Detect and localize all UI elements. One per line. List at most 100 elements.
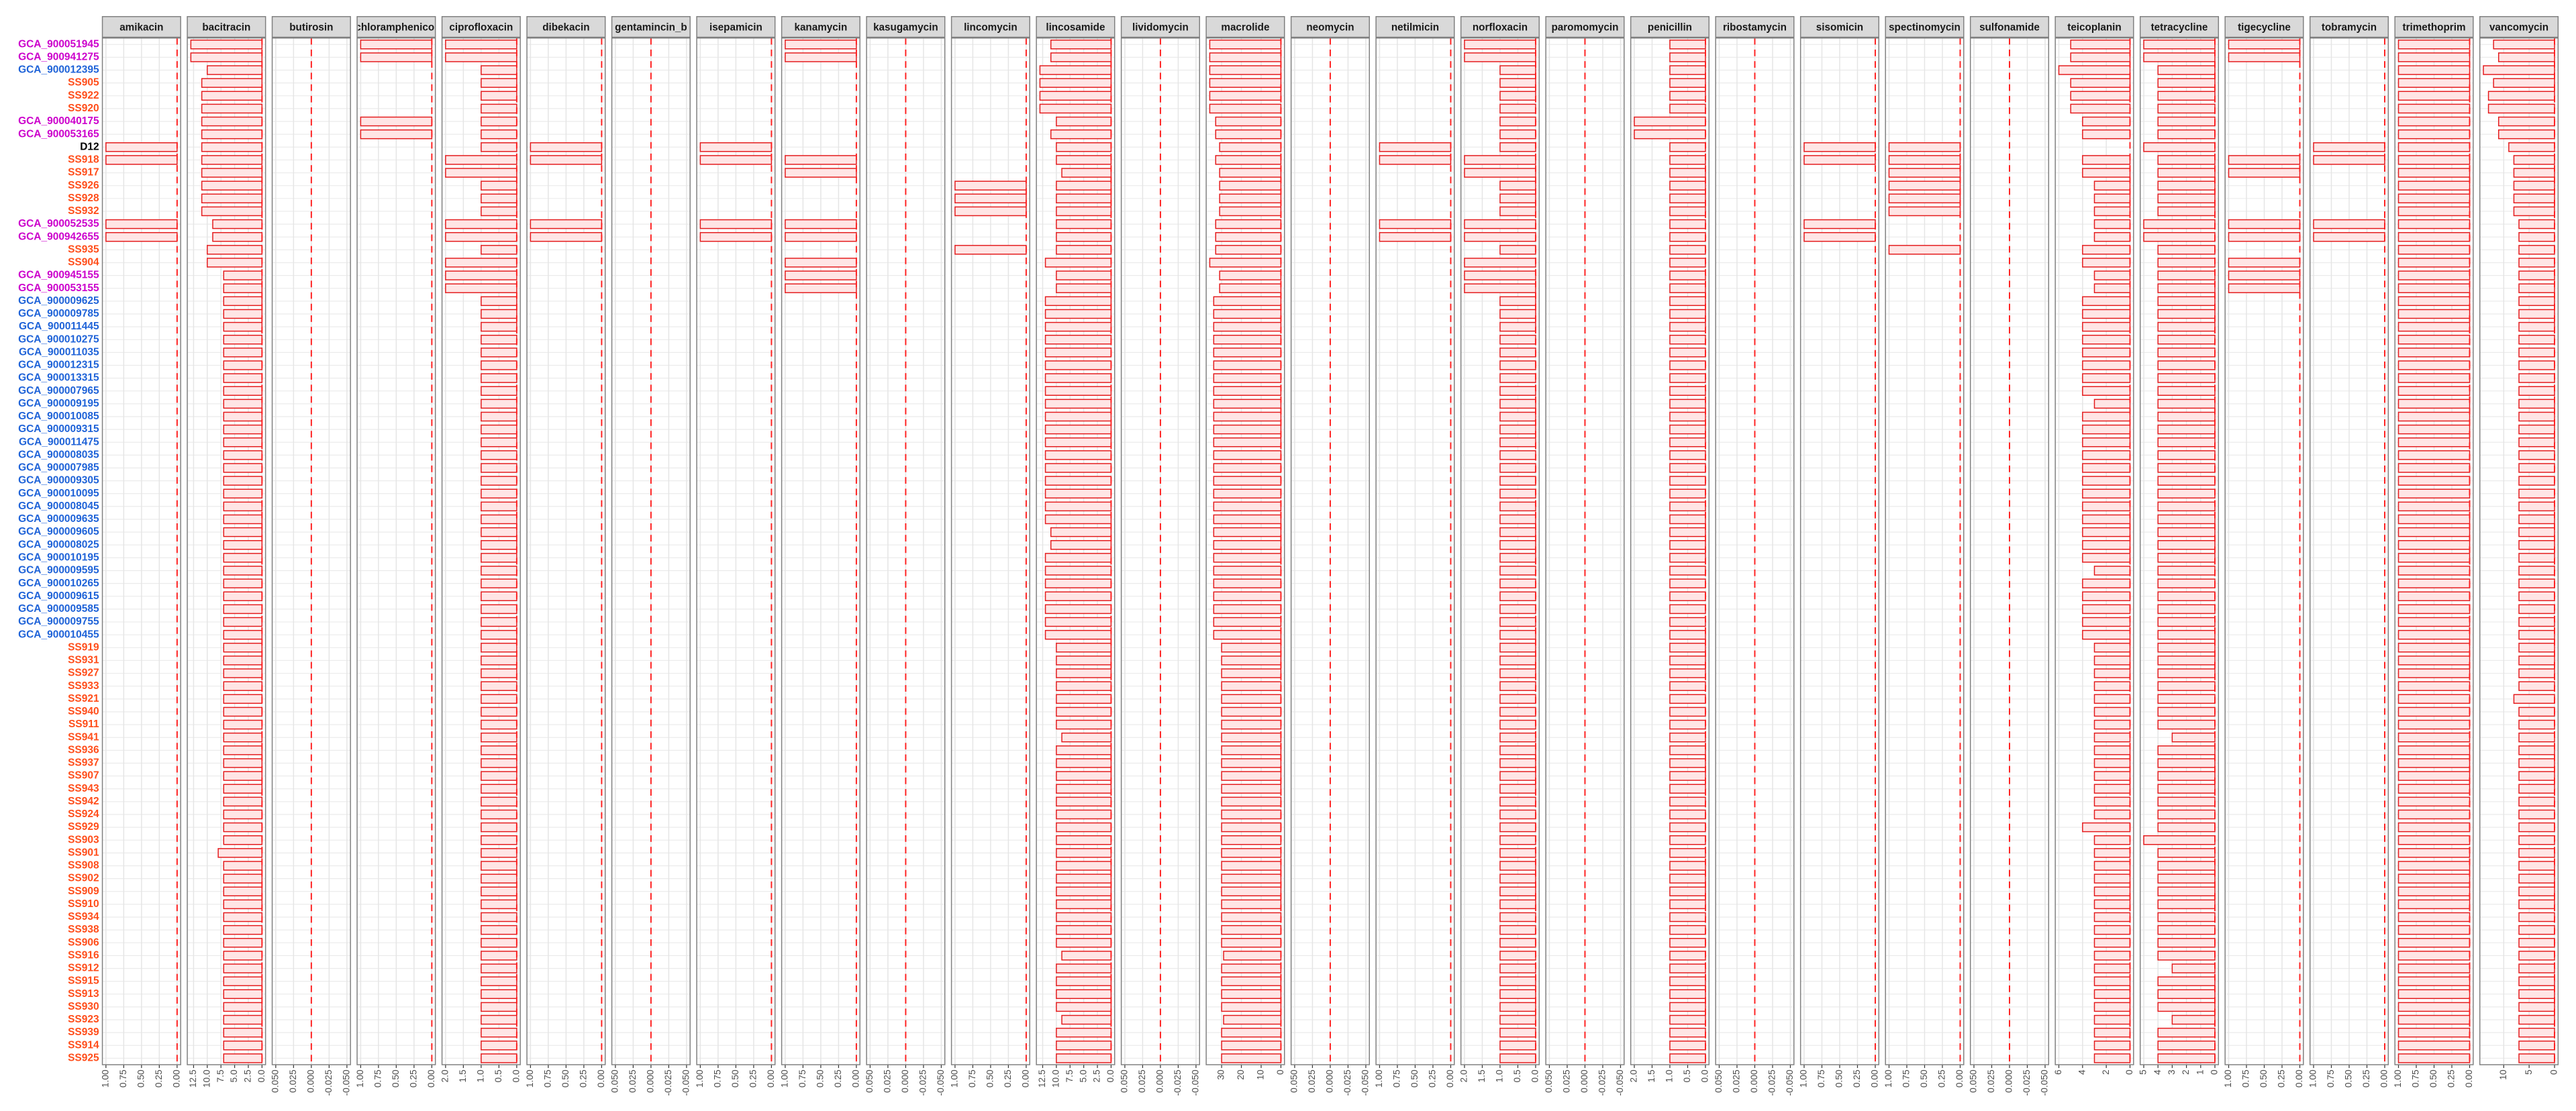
bar xyxy=(1669,566,1706,576)
x-tick-label: 0.025 xyxy=(1307,1069,1317,1093)
bar xyxy=(1221,796,1282,807)
bar xyxy=(223,784,263,794)
bar xyxy=(223,745,263,755)
bar xyxy=(1061,168,1112,178)
bar xyxy=(1669,822,1706,833)
bar xyxy=(481,835,517,845)
bar xyxy=(1044,437,1112,447)
bar xyxy=(1056,848,1112,858)
row-label: GCA_900010095 xyxy=(18,488,99,499)
bar xyxy=(1044,334,1112,345)
bar xyxy=(481,180,517,191)
bar xyxy=(1213,488,1282,499)
bar xyxy=(481,116,517,127)
x-tick-label: 0.75 xyxy=(1901,1069,1912,1088)
bar xyxy=(1669,40,1706,50)
bar xyxy=(1056,771,1112,781)
bar xyxy=(223,796,263,807)
bar xyxy=(2157,155,2216,165)
bar xyxy=(1044,424,1112,435)
panel-border xyxy=(101,37,181,1065)
bar xyxy=(1669,258,1706,268)
row-label: SS933 xyxy=(68,680,99,692)
row-label: GCA_900053155 xyxy=(18,282,99,294)
bar xyxy=(1213,334,1282,345)
x-tick-label: 0.00 xyxy=(596,1069,606,1088)
bar xyxy=(1669,835,1706,845)
x-tick-label: -0.050 xyxy=(2040,1069,2050,1096)
bar xyxy=(1669,1027,1706,1038)
row-label: GCA_900009595 xyxy=(18,565,99,576)
bar xyxy=(2093,758,2131,768)
x-tick-label: -0.050 xyxy=(1191,1069,1201,1096)
bar xyxy=(1669,784,1706,794)
bar xyxy=(2143,40,2216,50)
x-tick-label: 0.000 xyxy=(646,1069,656,1093)
bar xyxy=(2157,488,2216,499)
bar xyxy=(2082,629,2131,640)
bar xyxy=(1499,578,1536,588)
bar xyxy=(1669,411,1706,422)
bar xyxy=(2157,591,2216,602)
bar xyxy=(1499,296,1536,307)
bar xyxy=(1669,874,1706,884)
x-tick-label: 0.25 xyxy=(409,1069,419,1088)
bar xyxy=(223,732,263,743)
bar xyxy=(1499,694,1536,704)
x-tick-label: 0.0 xyxy=(511,1069,522,1082)
panel-border xyxy=(1715,37,1795,1065)
bar xyxy=(481,591,517,602)
row-label: GCA_900009625 xyxy=(18,295,99,307)
bar xyxy=(1499,643,1536,653)
row-label: GCA_900009585 xyxy=(18,603,99,615)
bar xyxy=(1379,142,1452,152)
x-tick-label: 4 xyxy=(2152,1069,2163,1075)
bar xyxy=(201,91,263,101)
bar xyxy=(2157,681,2216,691)
x-tick-label: 0.75 xyxy=(1392,1069,1402,1088)
bar xyxy=(1499,1027,1536,1038)
bar xyxy=(481,681,517,691)
strip xyxy=(1375,15,1455,38)
strip-label: norfloxacin xyxy=(1473,22,1528,34)
bar xyxy=(2171,732,2216,743)
x-tick-label: 1.00 xyxy=(525,1069,535,1088)
bar xyxy=(2157,694,2216,704)
row-label: GCA_900011475 xyxy=(19,436,99,447)
panel-border xyxy=(1205,37,1285,1065)
strip xyxy=(1120,15,1200,38)
bar xyxy=(481,745,517,755)
bar xyxy=(481,488,517,499)
panel-border xyxy=(526,37,606,1065)
panel-border xyxy=(1036,37,1116,1065)
strip-label: lincomycin xyxy=(964,22,1018,34)
bar xyxy=(1669,1053,1706,1063)
bar xyxy=(1499,784,1536,794)
bar xyxy=(1221,681,1282,691)
bar xyxy=(1499,886,1536,896)
strip-label: netilmicin xyxy=(1391,22,1439,34)
x-tick-label: -0.025 xyxy=(1173,1069,1183,1096)
x-tick-label: 0.5 xyxy=(1682,1069,1692,1082)
bar xyxy=(223,1027,263,1038)
bar xyxy=(1221,886,1282,896)
panel xyxy=(187,38,266,1065)
bar xyxy=(2093,1041,2131,1051)
bar xyxy=(445,40,517,50)
bar xyxy=(1499,65,1536,75)
x-tick-label: 0.75 xyxy=(2241,1069,2251,1088)
x-tick-label: 5 xyxy=(2138,1069,2148,1075)
bar xyxy=(2093,694,2131,704)
bar xyxy=(1044,463,1112,473)
bar xyxy=(1669,989,1706,1000)
bar xyxy=(1499,963,1536,973)
bar xyxy=(1056,668,1112,678)
x-tick-label: 0.75 xyxy=(118,1069,128,1088)
bar xyxy=(1669,193,1706,204)
row-label: SS921 xyxy=(68,693,99,704)
bar xyxy=(954,206,1027,217)
x-tick-label: 0.00 xyxy=(426,1069,436,1088)
bar xyxy=(223,951,263,961)
x-tick-label: 0.75 xyxy=(713,1069,723,1088)
bar xyxy=(1050,52,1112,62)
